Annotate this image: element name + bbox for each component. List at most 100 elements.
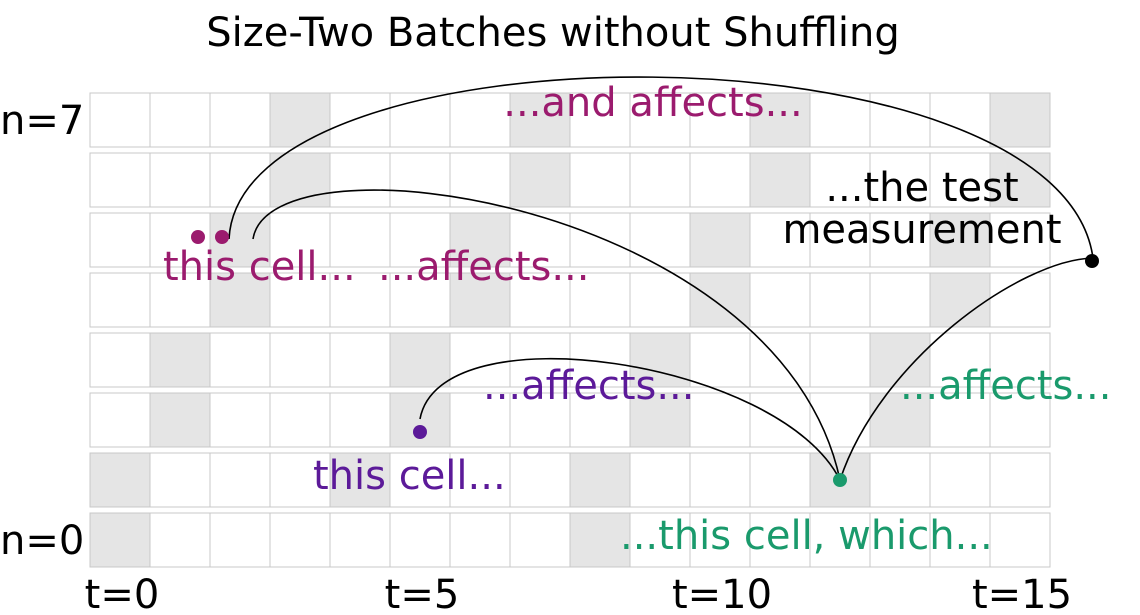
row-label: n=7 — [0, 98, 84, 144]
column-labels: t=0 t=5 t=10 t=15 — [85, 572, 1072, 615]
grid-cell — [329, 272, 391, 328]
grid-cell — [749, 152, 811, 208]
column-label: t=0 — [85, 572, 160, 615]
grid-cell — [569, 512, 631, 568]
grid-cell — [389, 272, 451, 328]
grid-cell — [689, 92, 751, 148]
grid-cell — [449, 92, 511, 148]
grid-cell — [329, 92, 391, 148]
grid-cell — [989, 212, 1051, 268]
grid-cell — [689, 212, 751, 268]
grid-cell — [149, 332, 211, 388]
grid-cell — [749, 212, 811, 268]
grid-cell — [89, 272, 151, 328]
grid-cell — [749, 272, 811, 328]
grid-cell — [929, 152, 991, 208]
grid-cell — [629, 452, 691, 508]
annotation-green-affects: ...affects... — [900, 363, 1111, 409]
grid-cell — [989, 152, 1051, 208]
grid-cell — [509, 332, 571, 388]
grid-cell — [329, 332, 391, 388]
grid-cell — [869, 332, 931, 388]
annotation-magenta-affects: ...affects... — [378, 244, 589, 290]
grid-cell — [929, 212, 991, 268]
diagram-title: Size-Two Batches without Shuffling — [206, 10, 899, 56]
marker-magenta-b — [215, 230, 229, 244]
grid-cell — [449, 392, 511, 448]
marker-green — [833, 473, 847, 487]
grid-cell — [389, 152, 451, 208]
grid-cell — [569, 152, 631, 208]
grid-cell — [989, 92, 1051, 148]
marker-purple — [413, 425, 427, 439]
grid-cell — [869, 272, 931, 328]
grid-cell — [389, 92, 451, 148]
grid-cell — [149, 452, 211, 508]
grid-cell — [989, 392, 1051, 448]
grid-cell — [209, 92, 271, 148]
grid-cell — [989, 452, 1051, 508]
grid-cell — [989, 272, 1051, 328]
grid-cell — [149, 392, 211, 448]
grid-cell — [149, 512, 211, 568]
grid-cell — [269, 452, 331, 508]
grid-cell — [509, 272, 571, 328]
grid-cell — [269, 332, 331, 388]
grid-cell — [209, 332, 271, 388]
grid-cell — [569, 272, 631, 328]
grid-cell — [89, 392, 151, 448]
column-label: t=10 — [672, 572, 772, 615]
grid-cell — [269, 212, 331, 268]
grid-cell — [689, 152, 751, 208]
grid-cell — [869, 212, 931, 268]
grid-cell — [89, 452, 151, 508]
grid-cell — [869, 92, 931, 148]
grid-cell — [449, 452, 511, 508]
grid-cell — [269, 152, 331, 208]
grid-cell — [989, 332, 1051, 388]
arc-purple-to-green — [419, 358, 841, 481]
annotation-the-test: ...the test — [825, 165, 1018, 211]
arc-magenta-b-to-green — [252, 189, 841, 481]
grid-cell — [209, 512, 271, 568]
grid-cell — [389, 512, 451, 568]
grid-cell — [689, 332, 751, 388]
grid-cell — [209, 392, 271, 448]
annotation-green-this-cell: ...this cell, which... — [620, 513, 993, 559]
grid-cell — [449, 512, 511, 568]
annotations: ...and affects... ...the test measuremen… — [163, 80, 1111, 559]
grid-cell — [749, 452, 811, 508]
grid-cell — [869, 452, 931, 508]
grid-cell — [329, 152, 391, 208]
grid-cell — [269, 92, 331, 148]
grid-cell — [569, 92, 631, 148]
grid-cell — [89, 152, 151, 208]
annotation-measurement: measurement — [782, 207, 1061, 253]
grid-cell — [629, 212, 691, 268]
column-label: t=15 — [972, 572, 1072, 615]
grid-cell — [149, 92, 211, 148]
grid-cell — [329, 392, 391, 448]
grid-cell — [629, 92, 691, 148]
marker-magenta-a — [191, 230, 205, 244]
grid-cell — [809, 272, 871, 328]
cell-markers — [191, 230, 1099, 487]
grid-cell — [89, 512, 151, 568]
grid-cell — [809, 212, 871, 268]
arc-green-to-black — [839, 257, 1094, 481]
grid-cell — [929, 272, 991, 328]
row-label: n=0 — [0, 518, 84, 564]
grid-cell — [869, 512, 931, 568]
grid-cell — [269, 512, 331, 568]
grid-cell — [929, 392, 991, 448]
grid-cell — [269, 392, 331, 448]
grid-cell — [509, 392, 571, 448]
grid-cell — [629, 272, 691, 328]
grid-cell — [329, 452, 391, 508]
grid-cell — [629, 152, 691, 208]
grid-cell — [149, 272, 211, 328]
annotation-purple-affects: ...affects... — [483, 363, 694, 409]
annotation-and-affects: ...and affects... — [503, 80, 802, 126]
grid-cell — [209, 272, 271, 328]
